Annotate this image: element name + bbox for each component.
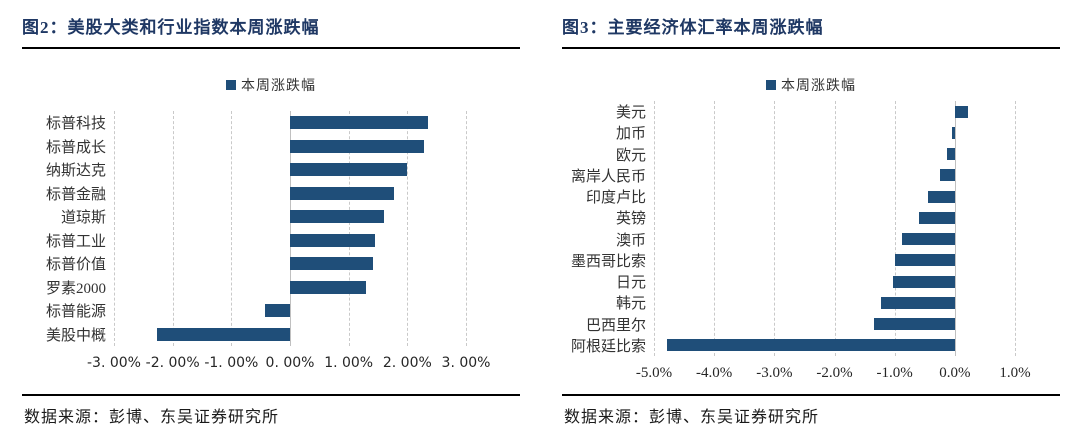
chart-panel-fx-rates: 图3：主要经济体汇率本周涨跌幅 本周涨跌幅 美元加币欧元离岸人民币印度卢比英镑澳…	[562, 10, 1060, 427]
category-label: 标普科技	[45, 116, 106, 133]
category-label: 墨西哥比索	[570, 253, 646, 270]
gridline	[654, 101, 655, 356]
category-label: 阿根廷比索	[570, 338, 646, 355]
zero-axis-line	[290, 111, 291, 346]
bar-印度卢比	[928, 190, 955, 203]
plot-row: 美元加币欧元离岸人民币印度卢比英镑澳币墨西哥比索日元韩元巴西里尔阿根廷比索 -5…	[562, 101, 1060, 387]
x-tick-label: 2. 00%	[382, 355, 432, 371]
x-tick-label: 1.0%	[999, 365, 1031, 381]
bar-韩元	[881, 296, 955, 309]
data-source-note: 数据来源：彭博、东吴证券研究所	[22, 394, 520, 427]
x-tick-label: -2. 00%	[145, 355, 200, 371]
x-tick-label: 3. 00%	[441, 355, 491, 371]
bar-欧元	[947, 148, 955, 161]
category-label: 美股中概	[45, 327, 106, 344]
x-tick-label: 1. 00%	[324, 355, 374, 371]
category-label: 罗素2000	[45, 280, 106, 297]
bar-美股中概	[157, 327, 290, 341]
bar-纳斯达克	[290, 163, 408, 177]
chart-legend: 本周涨跌幅	[22, 75, 520, 95]
bar-标普工业	[290, 233, 376, 247]
x-tick-label: -1.0%	[876, 365, 913, 381]
gridline	[834, 101, 836, 356]
x-tick-label: 0.0%	[939, 365, 971, 381]
x-tick-label: -4.0%	[696, 365, 733, 381]
gridline	[714, 101, 716, 356]
category-label: 加币	[615, 126, 646, 143]
plot-outer: -3. 00% -2. 00% -1. 00% 0. 00% 1. 00% 2. 00% 3…	[87, 111, 490, 377]
chart-panel-us-indices: 图2：美股大类和行业指数本周涨跌幅 本周涨跌幅 标普科技标普成长纳斯达克标普金融…	[22, 10, 520, 427]
gridline	[466, 111, 467, 346]
x-tick-label: 0. 00%	[265, 355, 315, 371]
plot-row: 标普科技标普成长纳斯达克标普金融道琼斯标普工业标普价值罗素2000 标普能源美股中…	[22, 111, 520, 377]
chart-legend: 本周涨跌幅	[562, 75, 1060, 95]
bar-标普能源	[265, 304, 290, 318]
gridline	[231, 111, 233, 346]
x-tick-label: -5.0%	[635, 365, 673, 381]
category-label: 标普价值	[45, 257, 106, 274]
category-axis-labels: 美元加币欧元离岸人民币印度卢比英镑澳币墨西哥比索日元韩元巴西里尔阿根廷比索	[562, 101, 654, 356]
bar-墨西哥比索	[894, 254, 955, 267]
legend-marker-icon	[226, 80, 236, 90]
category-label: 标普能源	[45, 304, 106, 321]
category-label: 美元	[615, 105, 646, 122]
gridline	[348, 111, 350, 346]
category-label: 欧元	[615, 147, 646, 164]
legend-label: 本周涨跌幅	[241, 79, 316, 94]
x-axis-labels: -3. 00% -2. 00% -1. 00% 0. 00% 1. 00% 2. 00% 3…	[87, 355, 490, 377]
plot-outer: -5.0% -4.0% -3.0% -2.0% -1.0% 0.0% 1.0%	[636, 101, 1031, 387]
category-label: 印度卢比	[585, 190, 646, 207]
gridline	[774, 101, 776, 356]
plot-area	[114, 111, 467, 346]
bar-美元	[954, 105, 969, 118]
category-label: 标普金融	[45, 186, 106, 203]
data-source-note: 数据来源：彭博、东吴证券研究所	[562, 394, 1060, 427]
x-tick-label: -2.0%	[816, 365, 853, 381]
category-label: 韩元	[615, 296, 646, 313]
bar-巴西里尔	[873, 318, 955, 331]
bar-标普科技	[290, 116, 428, 130]
bar-英镑	[919, 211, 955, 224]
category-label: 纳斯达克	[45, 163, 106, 180]
bar-澳币	[902, 233, 955, 246]
zero-axis-line	[954, 101, 956, 356]
bar-日元	[892, 275, 955, 288]
gridline	[114, 111, 115, 346]
gridline	[1015, 101, 1016, 356]
report-charts-strip: 图2：美股大类和行业指数本周涨跌幅 本周涨跌幅 标普科技标普成长纳斯达克标普金融…	[22, 10, 1060, 427]
category-label: 澳币	[615, 232, 646, 249]
gridline	[894, 101, 896, 356]
category-label: 标普成长	[45, 139, 106, 156]
bar-chart-fx-rates: 本周涨跌幅 美元加币欧元离岸人民币印度卢比英镑澳币墨西哥比索日元韩元巴西里尔阿根…	[562, 49, 1060, 387]
plot-area	[654, 101, 1016, 356]
x-axis-labels: -5.0% -4.0% -3.0% -2.0% -1.0% 0.0% 1.0%	[636, 365, 1031, 387]
gridline	[172, 111, 174, 346]
bar-标普金融	[290, 186, 395, 200]
category-label: 英镑	[615, 211, 646, 228]
category-label: 日元	[615, 275, 646, 292]
bar-标普成长	[290, 139, 424, 153]
bar-罗素2000	[290, 280, 367, 294]
bar-阿根廷比索	[666, 339, 955, 352]
gridline	[407, 111, 409, 346]
bar-chart-us-indices: 本周涨跌幅 标普科技 标普成长 纳斯达克 标普金融 道琼斯 标普工业 标普价值 罗素2000 标…	[22, 49, 520, 377]
x-tick-label: -1. 00%	[204, 355, 259, 371]
bar-离岸人民币	[939, 169, 955, 182]
x-tick-label: -3.0%	[756, 365, 793, 381]
legend-marker-icon	[766, 80, 776, 90]
category-label: 离岸人民币	[570, 168, 646, 185]
bar-加币	[951, 126, 955, 139]
x-tick-label: -3. 00%	[87, 355, 141, 371]
bar-标普价值	[290, 257, 374, 271]
chart-title-fx-rates: 图3：主要经济体汇率本周涨跌幅	[562, 10, 1060, 49]
category-label: 道琼斯	[60, 210, 106, 227]
legend-label: 本周涨跌幅	[781, 79, 856, 94]
category-label: 标普工业	[45, 233, 106, 250]
chart-title-us-indices: 图2：美股大类和行业指数本周涨跌幅	[22, 10, 520, 49]
category-label: 巴西里尔	[585, 317, 646, 334]
category-axis-labels: 标普科技标普成长纳斯达克标普金融道琼斯标普工业标普价值罗素2000 标普能源美股中…	[22, 111, 114, 346]
bar-道琼斯	[290, 210, 384, 224]
